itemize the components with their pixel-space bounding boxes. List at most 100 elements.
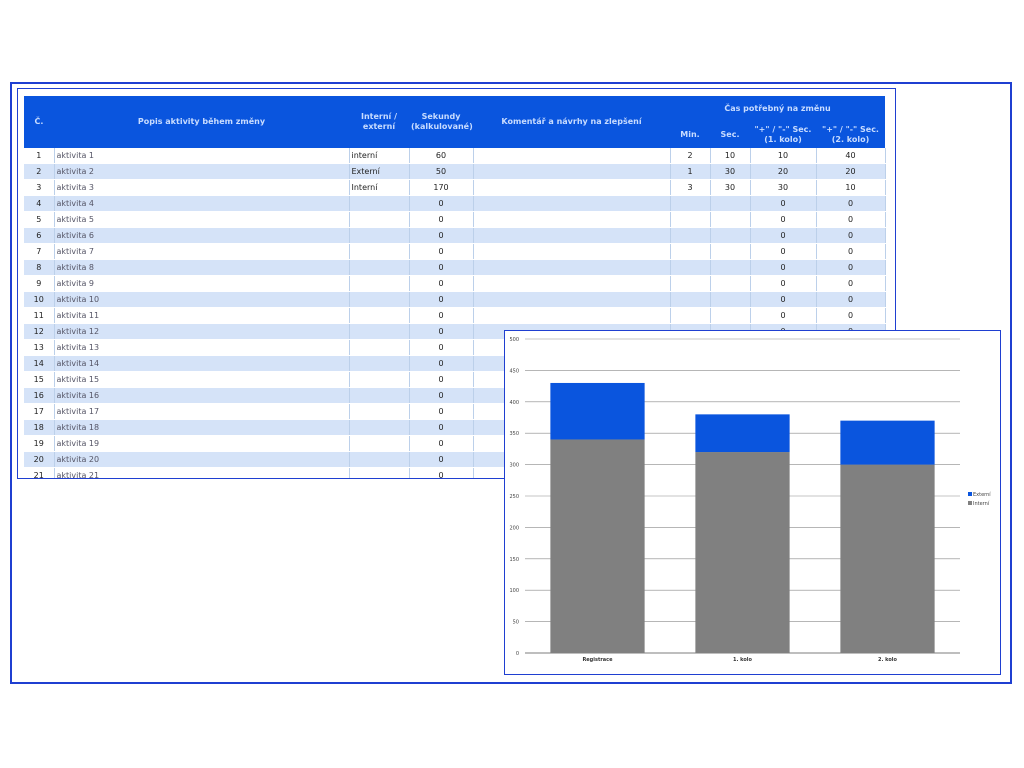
cell-num[interactable]: 8 bbox=[24, 259, 55, 276]
cell-r2[interactable]: 0 bbox=[816, 195, 886, 212]
cell-sec[interactable]: 10 bbox=[710, 148, 751, 164]
cell-sec[interactable] bbox=[710, 195, 751, 212]
cell-min[interactable]: 2 bbox=[670, 148, 711, 164]
cell-r1[interactable]: 0 bbox=[750, 195, 817, 212]
cell-min[interactable] bbox=[670, 211, 711, 228]
cell-num[interactable]: 12 bbox=[24, 323, 55, 340]
cell-activity[interactable]: aktivita 16 bbox=[54, 387, 350, 404]
cell-type[interactable] bbox=[349, 291, 410, 308]
cell-type[interactable] bbox=[349, 195, 410, 212]
cell-min[interactable] bbox=[670, 243, 711, 260]
cell-activity[interactable]: aktivita 8 bbox=[54, 259, 350, 276]
cell-r2[interactable]: 0 bbox=[816, 291, 886, 308]
cell-r2[interactable]: 0 bbox=[816, 211, 886, 228]
cell-seconds[interactable]: 0 bbox=[409, 195, 474, 212]
cell-activity[interactable]: aktivita 13 bbox=[54, 339, 350, 356]
cell-min[interactable]: 1 bbox=[670, 163, 711, 180]
cell-type[interactable] bbox=[349, 243, 410, 260]
cell-type[interactable] bbox=[349, 355, 410, 372]
cell-num[interactable]: 4 bbox=[24, 195, 55, 212]
cell-sec[interactable] bbox=[710, 291, 751, 308]
cell-num[interactable]: 19 bbox=[24, 435, 55, 452]
cell-r1[interactable]: 0 bbox=[750, 259, 817, 276]
cell-r2[interactable]: 40 bbox=[816, 148, 886, 164]
cell-sec[interactable] bbox=[710, 243, 751, 260]
cell-comment[interactable] bbox=[473, 163, 671, 180]
cell-activity[interactable]: aktivita 15 bbox=[54, 371, 350, 388]
cell-activity[interactable]: aktivita 10 bbox=[54, 291, 350, 308]
cell-type[interactable] bbox=[349, 403, 410, 420]
cell-type[interactable] bbox=[349, 307, 410, 324]
cell-num[interactable]: 13 bbox=[24, 339, 55, 356]
cell-type[interactable] bbox=[349, 227, 410, 244]
cell-seconds[interactable]: 0 bbox=[409, 211, 474, 228]
cell-comment[interactable] bbox=[473, 243, 671, 260]
cell-activity[interactable]: aktivita 19 bbox=[54, 435, 350, 452]
cell-seconds[interactable]: 0 bbox=[409, 323, 474, 340]
cell-activity[interactable]: aktivita 18 bbox=[54, 419, 350, 436]
cell-sec[interactable] bbox=[710, 275, 751, 292]
cell-min[interactable] bbox=[670, 291, 711, 308]
cell-type[interactable] bbox=[349, 435, 410, 452]
cell-num[interactable]: 20 bbox=[24, 451, 55, 468]
cell-num[interactable]: 2 bbox=[24, 163, 55, 180]
cell-seconds[interactable]: 0 bbox=[409, 243, 474, 260]
col-header-time-group[interactable]: Čas potřebný na změnu bbox=[670, 96, 886, 122]
col-header-num[interactable]: Č. bbox=[24, 96, 54, 148]
cell-num[interactable]: 21 bbox=[24, 467, 55, 478]
cell-min[interactable]: 3 bbox=[670, 179, 711, 196]
cell-r2[interactable]: 0 bbox=[816, 227, 886, 244]
cell-seconds[interactable]: 0 bbox=[409, 451, 474, 468]
cell-min[interactable] bbox=[670, 275, 711, 292]
cell-num[interactable]: 1 bbox=[24, 148, 55, 164]
cell-num[interactable]: 18 bbox=[24, 419, 55, 436]
cell-seconds[interactable]: 0 bbox=[409, 227, 474, 244]
cell-type[interactable] bbox=[349, 323, 410, 340]
cell-num[interactable]: 15 bbox=[24, 371, 55, 388]
cell-type[interactable] bbox=[349, 467, 410, 478]
cell-r2[interactable]: 20 bbox=[816, 163, 886, 180]
cell-comment[interactable] bbox=[473, 179, 671, 196]
cell-type[interactable] bbox=[349, 419, 410, 436]
cell-num[interactable]: 11 bbox=[24, 307, 55, 324]
cell-r1[interactable]: 0 bbox=[750, 227, 817, 244]
cell-type[interactable]: interní bbox=[349, 148, 410, 164]
col-header-activity[interactable]: Popis aktivity během změny bbox=[54, 96, 349, 148]
cell-comment[interactable] bbox=[473, 211, 671, 228]
cell-sec[interactable] bbox=[710, 211, 751, 228]
cell-type[interactable] bbox=[349, 275, 410, 292]
col-header-round2[interactable]: "+" / "-" Sec. (2. kolo) bbox=[816, 122, 886, 148]
cell-type[interactable]: Externí bbox=[349, 163, 410, 180]
cell-r2[interactable]: 0 bbox=[816, 307, 886, 324]
cell-sec[interactable]: 30 bbox=[710, 179, 751, 196]
cell-activity[interactable]: aktivita 4 bbox=[54, 195, 350, 212]
col-header-sec[interactable]: Sec. bbox=[710, 122, 750, 148]
cell-type[interactable] bbox=[349, 451, 410, 468]
cell-r2[interactable]: 0 bbox=[816, 275, 886, 292]
cell-seconds[interactable]: 0 bbox=[409, 371, 474, 388]
cell-num[interactable]: 6 bbox=[24, 227, 55, 244]
cell-r1[interactable]: 0 bbox=[750, 291, 817, 308]
cell-activity[interactable]: aktivita 5 bbox=[54, 211, 350, 228]
cell-seconds[interactable]: 60 bbox=[409, 148, 474, 164]
col-header-min[interactable]: Min. bbox=[670, 122, 710, 148]
cell-type[interactable] bbox=[349, 371, 410, 388]
cell-activity[interactable]: aktivita 12 bbox=[54, 323, 350, 340]
cell-num[interactable]: 9 bbox=[24, 275, 55, 292]
cell-r1[interactable]: 0 bbox=[750, 243, 817, 260]
cell-num[interactable]: 5 bbox=[24, 211, 55, 228]
cell-activity[interactable]: aktivita 20 bbox=[54, 451, 350, 468]
cell-activity[interactable]: aktivita 3 bbox=[54, 179, 350, 196]
cell-min[interactable] bbox=[670, 227, 711, 244]
cell-comment[interactable] bbox=[473, 227, 671, 244]
cell-comment[interactable] bbox=[473, 148, 671, 164]
cell-type[interactable]: Interní bbox=[349, 179, 410, 196]
cell-seconds[interactable]: 0 bbox=[409, 291, 474, 308]
cell-r1[interactable]: 0 bbox=[750, 211, 817, 228]
cell-r1[interactable]: 10 bbox=[750, 148, 817, 164]
cell-comment[interactable] bbox=[473, 275, 671, 292]
cell-seconds[interactable]: 0 bbox=[409, 403, 474, 420]
cell-activity[interactable]: aktivita 1 bbox=[54, 148, 350, 164]
cell-comment[interactable] bbox=[473, 291, 671, 308]
cell-sec[interactable]: 30 bbox=[710, 163, 751, 180]
